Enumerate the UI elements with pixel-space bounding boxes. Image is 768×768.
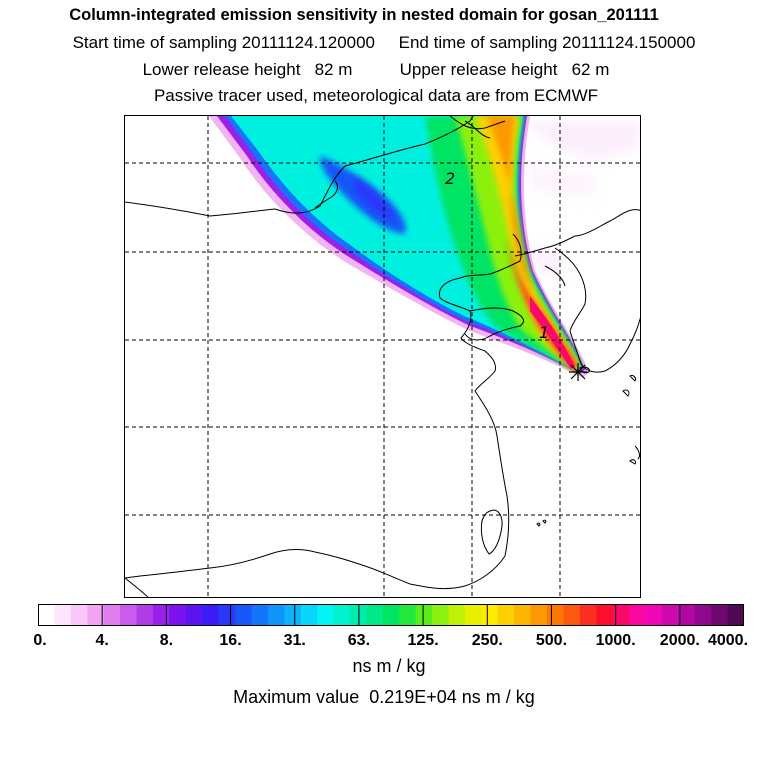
colorbar-swatch (530, 604, 548, 626)
colorbar-swatch (120, 604, 138, 626)
colorbar-swatch (251, 604, 269, 626)
coastlines (125, 116, 640, 597)
colorbar-swatch (267, 604, 285, 626)
colorbar-swatch (711, 604, 729, 626)
colorbar-swatch (284, 604, 302, 626)
receptor-asterisk-marker (569, 363, 587, 381)
sampling-times-line: Start time of sampling 20111124.120000 E… (72, 33, 696, 52)
colorbar-tick-label: 16. (219, 632, 242, 649)
trajectory-point-label-2: 2 (445, 169, 455, 188)
map-panel: 2 1 (124, 115, 641, 598)
colorbar-swatch (596, 604, 614, 626)
colorbar-swatch (218, 604, 236, 626)
sensitivity-map: 2 1 (125, 116, 640, 597)
colorbar-swatch (366, 604, 384, 626)
colorbar-swatch (169, 604, 187, 626)
colorbar-swatch (399, 604, 417, 626)
colorbar-swatch (333, 604, 351, 626)
colorbar-tick-label: 63. (347, 632, 371, 649)
colorbar-swatch (727, 604, 744, 626)
colorbar-tick-label: 250. (471, 632, 503, 649)
colorbar (38, 604, 744, 626)
colorbar-tick-label: 4000. (707, 632, 749, 649)
release-heights-line: Lower release height 82 m Upper release … (142, 60, 610, 79)
colorbar-swatch (38, 604, 55, 626)
colorbar-swatch (185, 604, 203, 626)
colorbar-swatch (678, 604, 696, 626)
colorbar-swatch (579, 604, 597, 626)
colorbar-swatch (70, 604, 88, 626)
colorbar-swatch (87, 604, 105, 626)
colorbar-unit-label: ns m / kg (352, 656, 426, 676)
colorbar-swatch (645, 604, 663, 626)
colorbar-tick-label: 2000. (659, 632, 700, 649)
colorbar-swatch (546, 604, 564, 626)
colorbar-swatch (612, 604, 630, 626)
colorbar-tick-label: 8. (159, 632, 174, 649)
colorbar-tick-label: 125. (407, 632, 439, 649)
colorbar-swatch (382, 604, 400, 626)
colorbar-swatch (317, 604, 335, 626)
colorbar-tick-label: 1000. (595, 632, 636, 649)
colorbar-swatch (202, 604, 220, 626)
colorbar-swatch (300, 604, 318, 626)
colorbar-tick-label: 500. (535, 632, 568, 649)
colorbar-tick-label: 0. (33, 632, 47, 649)
colorbar-swatch (235, 604, 252, 626)
colorbar-swatch (514, 604, 532, 626)
colorbar-swatch (694, 604, 712, 626)
trajectory-point-label-1: 1 (539, 323, 549, 342)
colorbar-border (38, 604, 744, 626)
colorbar-swatch (448, 604, 466, 626)
colorbar-tick-label: 4. (95, 632, 109, 649)
colorbar-swatch (432, 604, 449, 626)
colorbar-swatch (415, 604, 433, 626)
colorbar-swatch (563, 604, 581, 626)
colorbar-swatch (661, 604, 679, 626)
colorbar-swatch (497, 604, 515, 626)
colorbar-swatch (136, 604, 154, 626)
tracer-info-line: Passive tracer used, meteorological data… (153, 86, 599, 105)
colorbar-swatch (103, 604, 121, 626)
colorbar-swatch (481, 604, 499, 626)
colorbar-swatch (464, 604, 482, 626)
colorbar-swatch (629, 604, 646, 626)
colorbar-swatch (54, 604, 72, 626)
colorbar-tick-label: 31. (283, 632, 306, 649)
low-sensitivity-haze (520, 121, 640, 281)
emission-sensitivity-plume (209, 116, 589, 378)
plot-title: Column-integrated emission sensitivity i… (69, 6, 659, 24)
maximum-value-label: Maximum value 0.219E+04 ns m / kg (233, 687, 535, 707)
lat-lon-grid (125, 116, 640, 597)
colorbar-swatch (152, 604, 170, 626)
